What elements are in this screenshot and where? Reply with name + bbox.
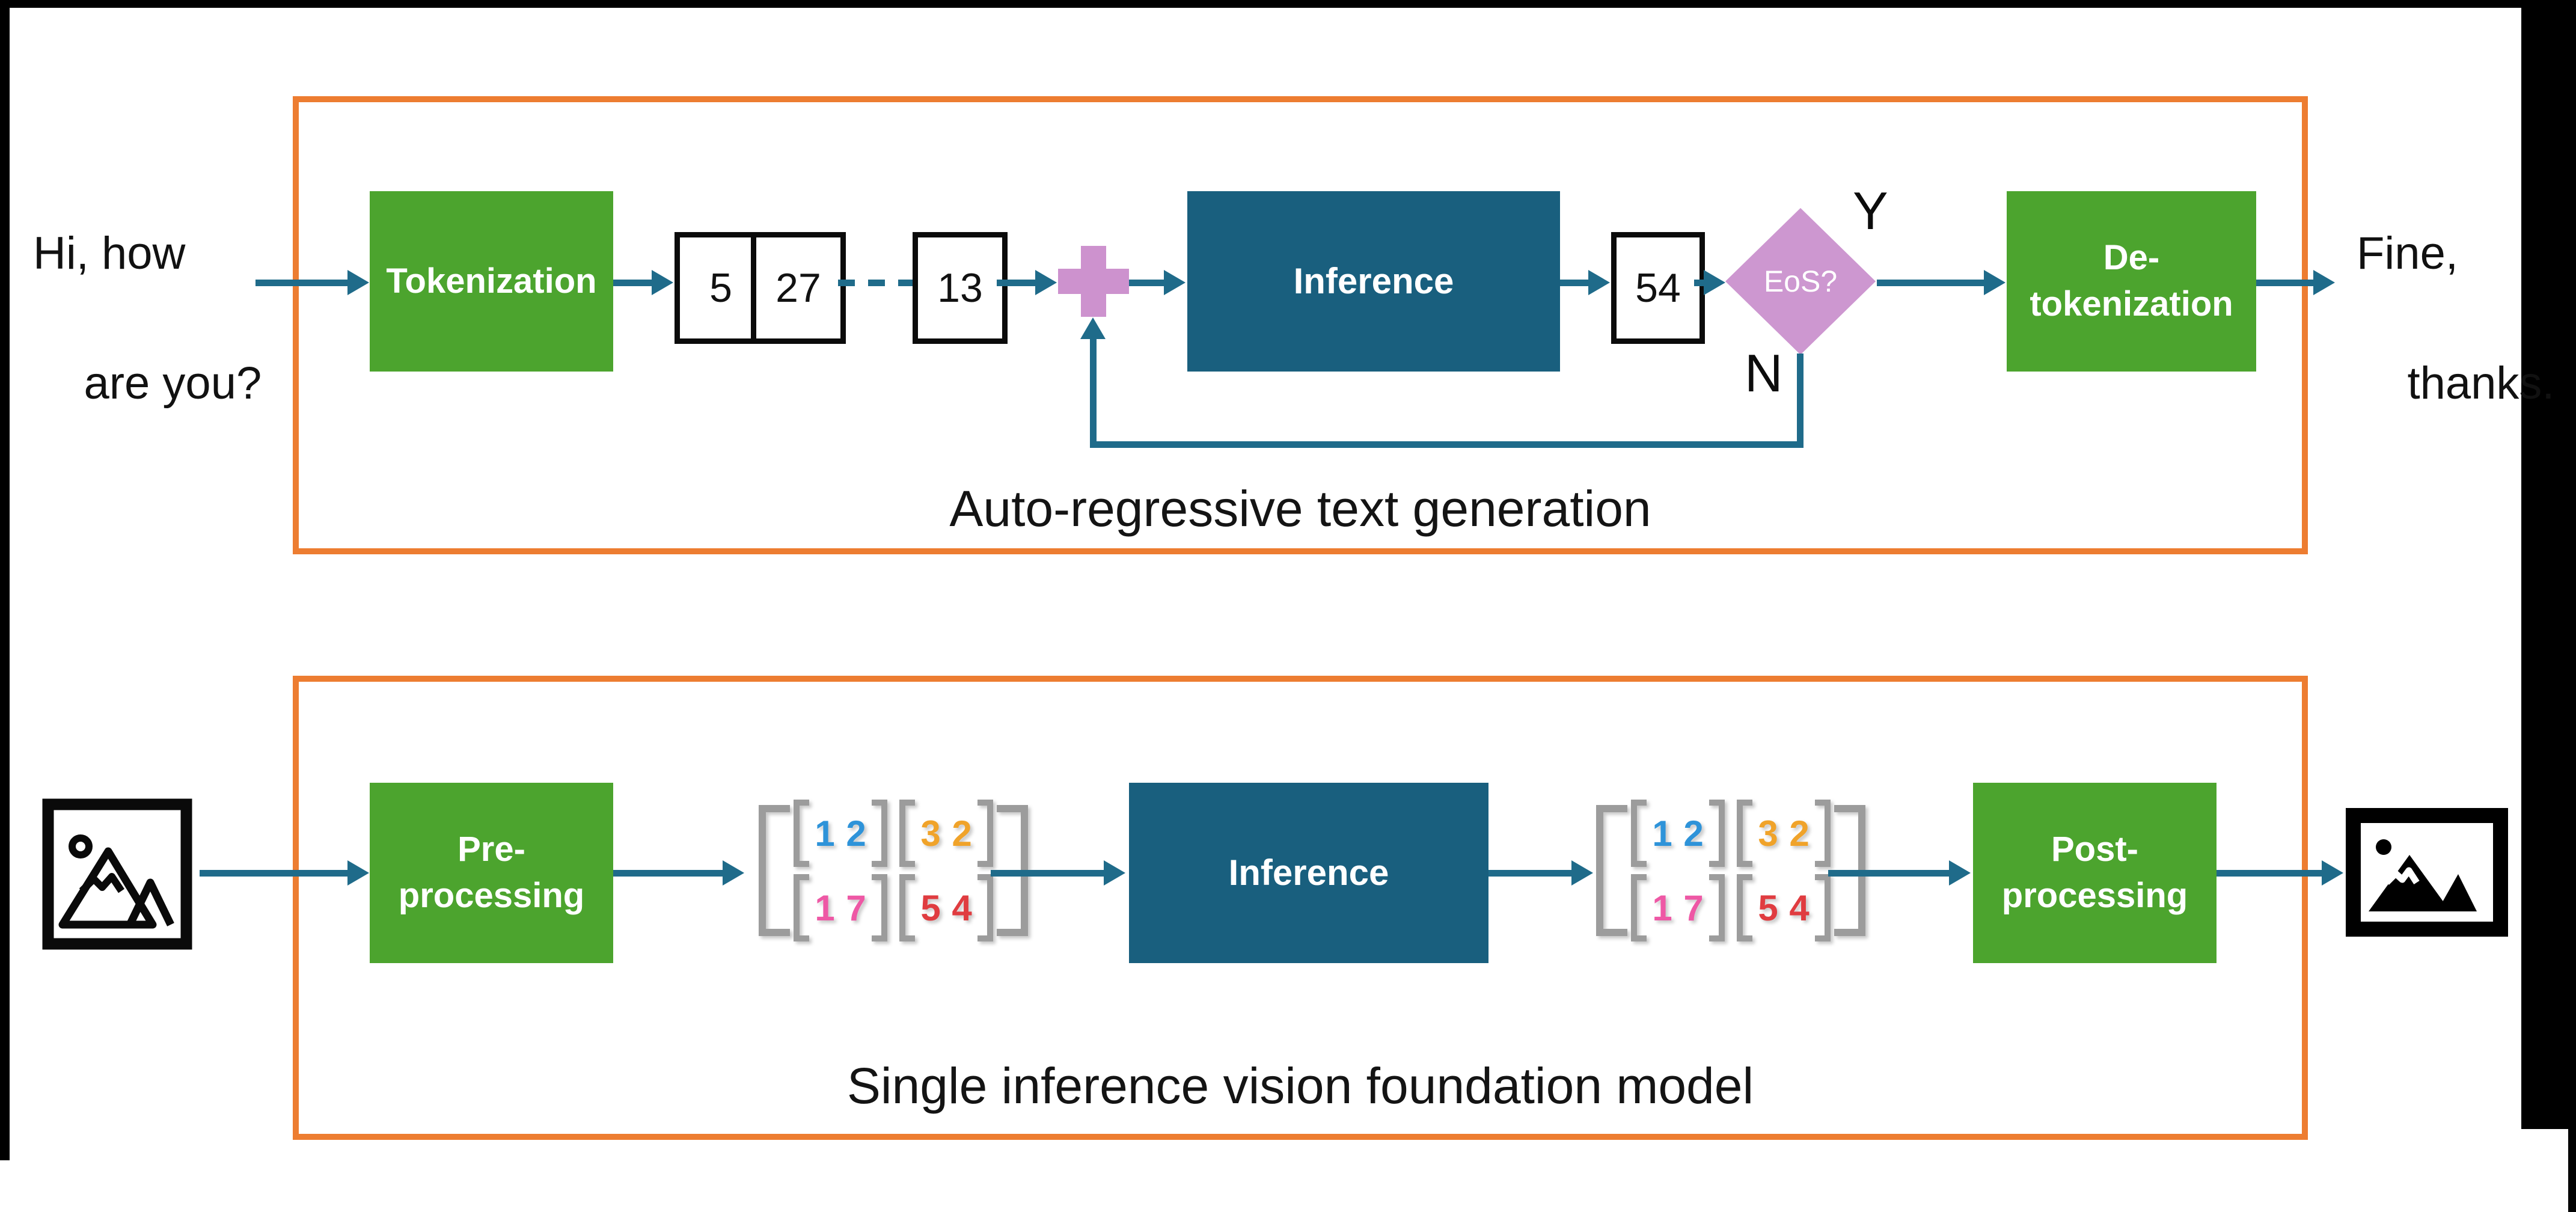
feedback-line-horizontal xyxy=(1090,441,1804,448)
detokenization-label-line2: tokenization xyxy=(2030,284,2233,323)
token-value-1: 5 xyxy=(709,265,732,311)
postprocessing-box: Post- processing xyxy=(1973,783,2217,963)
detokenization-label-line1: De- xyxy=(2103,238,2160,278)
plus-icon xyxy=(1081,246,1106,317)
flow-arrowhead xyxy=(347,270,369,295)
dashed-connector xyxy=(838,280,913,286)
tokenization-label: Tokenization xyxy=(386,261,597,301)
token-value-output: 54 xyxy=(1635,265,1681,311)
flow-arrow xyxy=(1828,870,1949,877)
flow-arrowhead xyxy=(1588,270,1610,295)
input-text-line2: are you? xyxy=(84,357,262,409)
inference-box-top: Inference xyxy=(1187,191,1560,372)
flow-arrow xyxy=(997,280,1035,286)
token-box-3: 13 xyxy=(913,232,1008,344)
flow-arrowhead xyxy=(2313,270,2335,295)
preprocessing-box: Pre- processing xyxy=(370,783,613,963)
output-text: Fine, thanks. xyxy=(2357,221,2555,416)
feedback-arrowhead-up xyxy=(1080,317,1106,339)
branch-yes-label: Y xyxy=(1853,181,1888,240)
flow-arrow xyxy=(255,280,347,286)
flow-arrowhead xyxy=(1035,270,1057,295)
inference-label-top: Inference xyxy=(1293,261,1454,302)
flow-arrowhead xyxy=(1571,860,1593,886)
flow-arrow xyxy=(1488,870,1571,877)
flow-arrow xyxy=(613,870,723,877)
preprocessing-label-line2: processing xyxy=(398,876,585,915)
branch-no-label: N xyxy=(1745,343,1783,403)
matrix-bracket-right xyxy=(1834,805,1865,936)
top-flow-frame xyxy=(293,96,2308,554)
top-flow-title: Auto-regressive text generation xyxy=(949,480,1651,537)
token-box-output: 54 xyxy=(1611,232,1705,344)
flow-arrow xyxy=(2217,870,2322,877)
flow-arrow xyxy=(1877,280,1984,286)
output-text-line2: thanks. xyxy=(2407,357,2555,409)
picture-filled-icon xyxy=(2346,808,2508,940)
inference-box-bottom: Inference xyxy=(1129,783,1488,963)
preprocessing-label-line1: Pre- xyxy=(457,830,525,869)
input-text-line1: Hi, how xyxy=(33,228,186,279)
flow-arrowhead xyxy=(1104,860,1125,886)
feedback-line-down xyxy=(1797,354,1804,445)
matrix-bracket-left xyxy=(1596,805,1627,936)
inference-label-bottom: Inference xyxy=(1228,852,1389,893)
flow-arrowhead xyxy=(347,860,369,886)
flow-arrow xyxy=(1560,280,1588,286)
eos-decision-diamond: EoS? xyxy=(1725,208,1876,355)
output-text-line1: Fine, xyxy=(2357,228,2458,279)
flow-arrow xyxy=(991,870,1104,877)
flow-arrowhead xyxy=(1984,270,2005,295)
tokenization-box: Tokenization xyxy=(370,191,613,372)
flow-arrowhead xyxy=(723,860,744,886)
token-value-3: 13 xyxy=(937,265,983,311)
token-box-2: 27 xyxy=(751,232,846,344)
flow-arrow xyxy=(200,870,347,877)
feedback-line-up xyxy=(1090,338,1097,445)
flow-arrow xyxy=(613,280,652,286)
picture-outline-icon xyxy=(42,798,192,953)
bottom-flow-title: Single inference vision foundation model xyxy=(846,1057,1754,1114)
flow-arrow xyxy=(1694,280,1704,286)
flow-arrowhead xyxy=(1949,860,1971,886)
flow-arrowhead xyxy=(1164,270,1186,295)
token-value-2: 27 xyxy=(776,265,821,311)
flow-arrowhead xyxy=(652,270,673,295)
flow-arrow xyxy=(1129,280,1164,286)
diamond-shape xyxy=(1725,208,1876,355)
matrix-bracket-left xyxy=(759,805,790,936)
left-edge-bar xyxy=(0,0,10,1160)
right-edge-bar xyxy=(2521,0,2576,1129)
flow-arrowhead xyxy=(2322,860,2343,886)
flow-arrow xyxy=(2256,280,2313,286)
postprocessing-label-line2: processing xyxy=(2001,876,2188,915)
bottom-flow-frame xyxy=(293,676,2308,1140)
eos-label: EoS? xyxy=(1763,265,1838,298)
input-text: Hi, how are you? xyxy=(33,221,262,416)
postprocessing-label-line1: Post- xyxy=(2051,830,2138,869)
top-edge-bar xyxy=(0,0,2576,8)
detokenization-box: De- tokenization xyxy=(2007,191,2256,372)
flow-arrowhead xyxy=(1704,270,1725,295)
